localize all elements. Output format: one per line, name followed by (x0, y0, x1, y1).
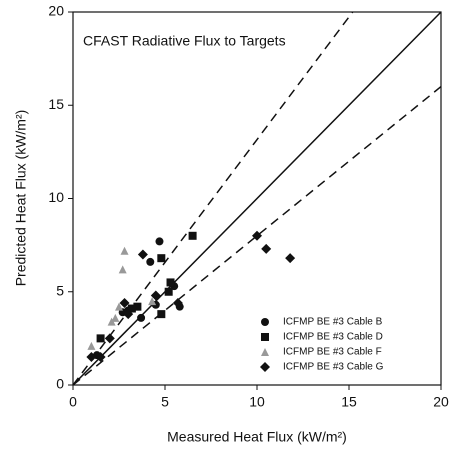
reference-line (72, 11, 442, 386)
x-tick-label: 20 (433, 394, 449, 410)
point (146, 257, 155, 266)
legend-marker (261, 333, 269, 341)
point (166, 278, 175, 287)
x-axis-label: Measured Heat Flux (kW/m²) (167, 429, 347, 445)
point (172, 297, 183, 308)
legend-marker (261, 318, 269, 326)
point (164, 287, 173, 296)
point (119, 297, 130, 308)
point (123, 309, 134, 320)
point (137, 313, 146, 322)
y-axis-label: Predicted Heat Flux (kW/m²) (13, 110, 29, 287)
legend-label: ICFMP BE #3 Cable G (283, 362, 384, 373)
legend-label: ICFMP BE #3 Cable D (283, 332, 383, 343)
point (157, 310, 166, 319)
legend: ICFMP BE #3 Cable B ICFMP BE #3 Cable D IC… (260, 317, 384, 373)
y-tick-label: 10 (48, 189, 64, 205)
point (127, 304, 136, 313)
point (148, 297, 157, 306)
legend-marker (261, 348, 269, 356)
y-tick-label: 15 (48, 96, 64, 112)
reference-line (72, 11, 354, 386)
legend-label: ICFMP BE #3 Cable F (283, 347, 382, 358)
point (137, 249, 148, 260)
y-tick-label: 20 (48, 3, 64, 19)
point (120, 246, 129, 255)
point (118, 265, 127, 274)
point (261, 243, 272, 254)
point (133, 302, 142, 311)
point (285, 253, 296, 264)
x-tick-label: 0 (69, 394, 77, 410)
point (104, 333, 115, 344)
point (87, 341, 96, 350)
point (115, 302, 123, 311)
y-tick-label: 5 (56, 282, 64, 298)
point (150, 290, 161, 301)
chart-title: CFAST Radiative Flux to Targets (83, 33, 286, 49)
x-tick-label: 5 (161, 394, 169, 410)
point (252, 230, 262, 241)
point (157, 254, 166, 263)
legend-label: ICFMP BE #3 Cable B (283, 317, 383, 328)
point (111, 313, 120, 322)
point (95, 352, 106, 363)
point (86, 352, 97, 363)
x-tick-label: 15 (341, 394, 357, 410)
point (155, 237, 164, 246)
y-tick-label: 0 (56, 376, 64, 392)
point (188, 231, 197, 240)
x-tick-label: 10 (249, 394, 265, 410)
point (96, 334, 105, 343)
reference-line (72, 86, 442, 386)
legend-marker (260, 362, 270, 372)
